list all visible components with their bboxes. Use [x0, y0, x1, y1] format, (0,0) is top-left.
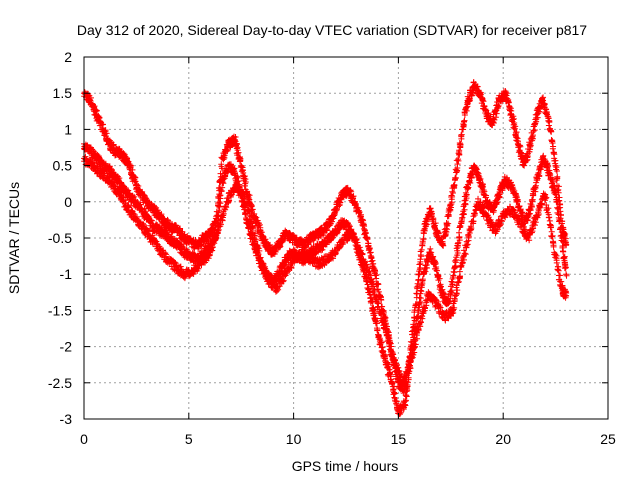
data-point	[428, 210, 435, 217]
data-point	[233, 143, 240, 150]
data-point	[429, 216, 436, 223]
data-point	[257, 224, 264, 231]
data-point	[120, 150, 127, 157]
data-point	[455, 156, 462, 163]
data-point	[417, 256, 424, 263]
data-point	[431, 222, 438, 229]
data-point	[419, 239, 426, 246]
data-point	[363, 235, 370, 242]
data-point	[91, 103, 98, 110]
data-point	[449, 193, 456, 200]
data-point	[368, 254, 375, 261]
data-point	[91, 111, 98, 118]
data-point	[176, 227, 183, 234]
data-point	[456, 147, 463, 154]
data-point	[420, 235, 427, 242]
data-point	[242, 180, 249, 187]
data-point	[139, 188, 146, 195]
data-point	[452, 174, 459, 181]
data-point	[457, 141, 464, 148]
data-point	[458, 131, 465, 138]
data-point	[454, 161, 461, 168]
data-point	[460, 126, 467, 133]
data-point	[107, 138, 114, 145]
data-point	[218, 161, 225, 168]
data-point	[317, 231, 324, 238]
data-point	[277, 243, 284, 250]
data-point	[132, 178, 139, 185]
data-point	[416, 261, 423, 268]
data-point	[430, 215, 437, 222]
data-point	[226, 144, 233, 151]
data-point	[87, 94, 94, 101]
data-point	[276, 244, 283, 251]
data-point	[375, 281, 382, 288]
data-point	[366, 246, 373, 253]
data-point	[251, 210, 258, 217]
data-point	[357, 211, 364, 218]
data-point	[445, 220, 452, 227]
data-point	[92, 106, 99, 113]
data-point	[110, 142, 117, 149]
data-point	[352, 201, 359, 208]
data-point	[135, 183, 142, 190]
data-point	[364, 236, 371, 243]
data-point	[439, 241, 446, 248]
data-point	[96, 115, 103, 122]
data-point	[421, 225, 428, 232]
data-point	[103, 130, 110, 137]
data-point	[290, 232, 297, 239]
data-point	[355, 205, 362, 212]
data-point	[258, 229, 265, 236]
data-point	[134, 181, 141, 188]
data-point	[449, 189, 456, 196]
plot-area	[81, 79, 570, 418]
data-point	[234, 150, 241, 157]
data-point	[354, 204, 361, 211]
data-point	[359, 216, 366, 223]
data-point	[447, 207, 454, 214]
data-point	[237, 158, 244, 165]
data-point	[350, 195, 357, 202]
data-point	[373, 275, 380, 282]
data-point	[369, 257, 376, 264]
data-point	[360, 221, 367, 228]
data-point	[418, 246, 425, 253]
data-point	[240, 169, 247, 176]
data-point	[93, 107, 100, 114]
data-point	[356, 209, 363, 215]
data-point	[151, 203, 158, 210]
data-point	[417, 251, 424, 258]
data-point	[451, 181, 458, 188]
data-point	[272, 248, 279, 255]
data-point	[241, 175, 248, 182]
data-point	[333, 206, 340, 213]
grid	[84, 57, 608, 419]
data-point	[435, 230, 442, 237]
data-point	[207, 230, 214, 237]
